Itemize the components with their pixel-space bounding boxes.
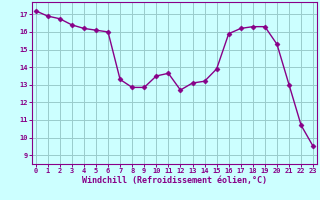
- X-axis label: Windchill (Refroidissement éolien,°C): Windchill (Refroidissement éolien,°C): [82, 176, 267, 185]
